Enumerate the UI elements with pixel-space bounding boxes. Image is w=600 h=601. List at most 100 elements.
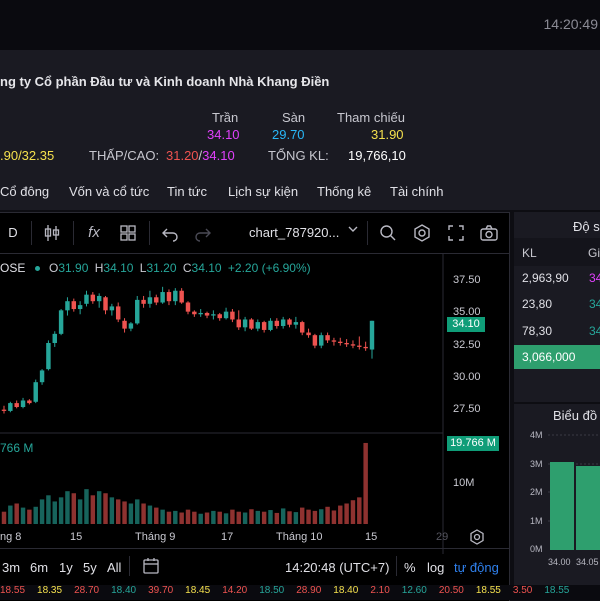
candle-body xyxy=(192,311,197,315)
order-price: 34 xyxy=(589,297,600,311)
low-label: L xyxy=(139,261,147,275)
range-5y[interactable]: 5y xyxy=(83,560,97,575)
low-high-label: THẤP/CAO: xyxy=(89,148,160,163)
volume-bar xyxy=(179,512,184,524)
mini-x-tick: 34.00 xyxy=(548,557,571,567)
auto-toggle[interactable]: tự động xyxy=(454,560,499,575)
range-1y[interactable]: 1y xyxy=(59,560,73,575)
volume-bar xyxy=(84,489,89,524)
chevron-down-icon[interactable] xyxy=(343,223,363,243)
volume-bar xyxy=(52,501,57,524)
camera-snapshot-icon[interactable] xyxy=(479,223,499,243)
candle-body xyxy=(280,319,286,327)
candle-body xyxy=(141,299,146,304)
chart-container xyxy=(0,212,510,601)
volume-bar xyxy=(338,505,343,524)
chart-toolbar xyxy=(0,213,509,254)
volume-bar xyxy=(65,491,70,524)
candle-body xyxy=(58,310,64,334)
low-high-values: 31.20/34.10 xyxy=(166,148,235,163)
candle-body xyxy=(179,290,184,303)
price-tick: 32.50 xyxy=(453,339,481,351)
volume-tick: 10M xyxy=(453,477,475,489)
volume-bar xyxy=(299,507,305,524)
tab-statistics[interactable]: Thống kê xyxy=(317,184,372,199)
quick-search-icon[interactable] xyxy=(378,223,398,243)
range-6m[interactable]: 6m xyxy=(30,560,49,575)
volume-bar xyxy=(249,509,254,524)
x-tick: 15 xyxy=(365,531,378,543)
range-3m[interactable]: 3m xyxy=(2,560,21,575)
volume-bar xyxy=(274,512,280,524)
candle-body xyxy=(204,312,210,316)
redo-icon[interactable] xyxy=(193,223,213,243)
layout-grid-icon[interactable] xyxy=(118,223,138,243)
volume-bar xyxy=(141,503,146,524)
date-range-calendar-icon[interactable] xyxy=(142,557,160,580)
volume-bar xyxy=(192,511,197,524)
price-tick: 35.00 xyxy=(453,306,481,318)
volume-bar xyxy=(33,506,38,524)
volume-bar xyxy=(128,503,134,524)
volume-bar xyxy=(27,509,32,524)
ohlc-legend: OSE O31.90 H34.10 L31.20 C34.10 +2.20 (+… xyxy=(0,261,311,275)
tab-news[interactable]: Tin tức xyxy=(167,184,208,199)
settings-gear-icon[interactable] xyxy=(412,223,432,243)
indicators-fx-icon[interactable]: fx xyxy=(88,224,100,241)
stock-info-panel xyxy=(0,50,600,210)
log-toggle[interactable]: log xyxy=(427,560,445,575)
interval-button[interactable]: D xyxy=(8,225,18,240)
candle-body xyxy=(274,320,280,327)
tab-capital-dividend[interactable]: Vốn và cổ tức xyxy=(69,184,150,199)
undo-icon[interactable] xyxy=(160,223,180,243)
chart-name-select[interactable]: chart_787920... xyxy=(249,225,340,240)
candle-body xyxy=(71,301,77,310)
volume-bar xyxy=(109,497,115,524)
candle-body xyxy=(242,319,248,328)
low-high-slash: / xyxy=(198,148,203,163)
ticker-value: 18.55 xyxy=(0,585,26,596)
volume-bar xyxy=(103,493,108,524)
volume-bar xyxy=(1,511,7,524)
total-volume-value: 19,766,10 xyxy=(348,148,406,163)
percent-toggle[interactable]: % xyxy=(404,560,416,575)
candle-body xyxy=(338,341,343,343)
axis-settings-gear-icon[interactable] xyxy=(469,529,485,550)
order-total: 3,066,000 xyxy=(522,350,576,364)
market-status-dot xyxy=(34,266,40,271)
order-price: 34 xyxy=(589,271,600,285)
x-tick: Tháng 9 xyxy=(135,531,176,543)
volume-bar xyxy=(122,501,127,524)
ticker-value: 28.70 xyxy=(74,585,100,596)
tab-shareholders[interactable]: Cổ đông xyxy=(0,184,50,199)
clock: 14:20:49 xyxy=(543,16,599,32)
volume-bar xyxy=(280,508,286,524)
range-all[interactable]: All xyxy=(107,560,122,575)
tab-events[interactable]: Lịch sự kiện xyxy=(228,184,299,199)
tab-finance[interactable]: Tài chính xyxy=(390,184,444,199)
last-price-tag: 34.10 xyxy=(447,317,485,332)
change-value: +2.20 (+6.90%) xyxy=(227,261,311,275)
volume-bar xyxy=(77,499,83,524)
volume-bar xyxy=(331,510,337,524)
candle-body xyxy=(96,295,102,302)
ticker-value: 28.90 xyxy=(296,585,322,596)
toolbar-divider xyxy=(129,556,130,576)
candlestick-type-icon[interactable] xyxy=(42,223,62,243)
price-tick: 37.50 xyxy=(453,274,481,286)
volume-bar xyxy=(71,493,77,524)
price-chart[interactable] xyxy=(0,254,509,554)
candle-body xyxy=(109,306,115,311)
candle-body xyxy=(77,305,83,310)
volume-bar xyxy=(204,512,210,524)
candle-body xyxy=(39,370,45,383)
volume-bar xyxy=(46,495,51,524)
candle-body xyxy=(173,290,178,302)
volume-bar xyxy=(230,509,235,524)
mini-volume-chart xyxy=(548,434,600,550)
volume-bar xyxy=(293,512,299,524)
fullscreen-icon[interactable] xyxy=(446,223,466,243)
candle-body xyxy=(261,322,267,330)
order-total-bar xyxy=(514,345,600,369)
ticker-value: 18.50 xyxy=(259,585,285,596)
